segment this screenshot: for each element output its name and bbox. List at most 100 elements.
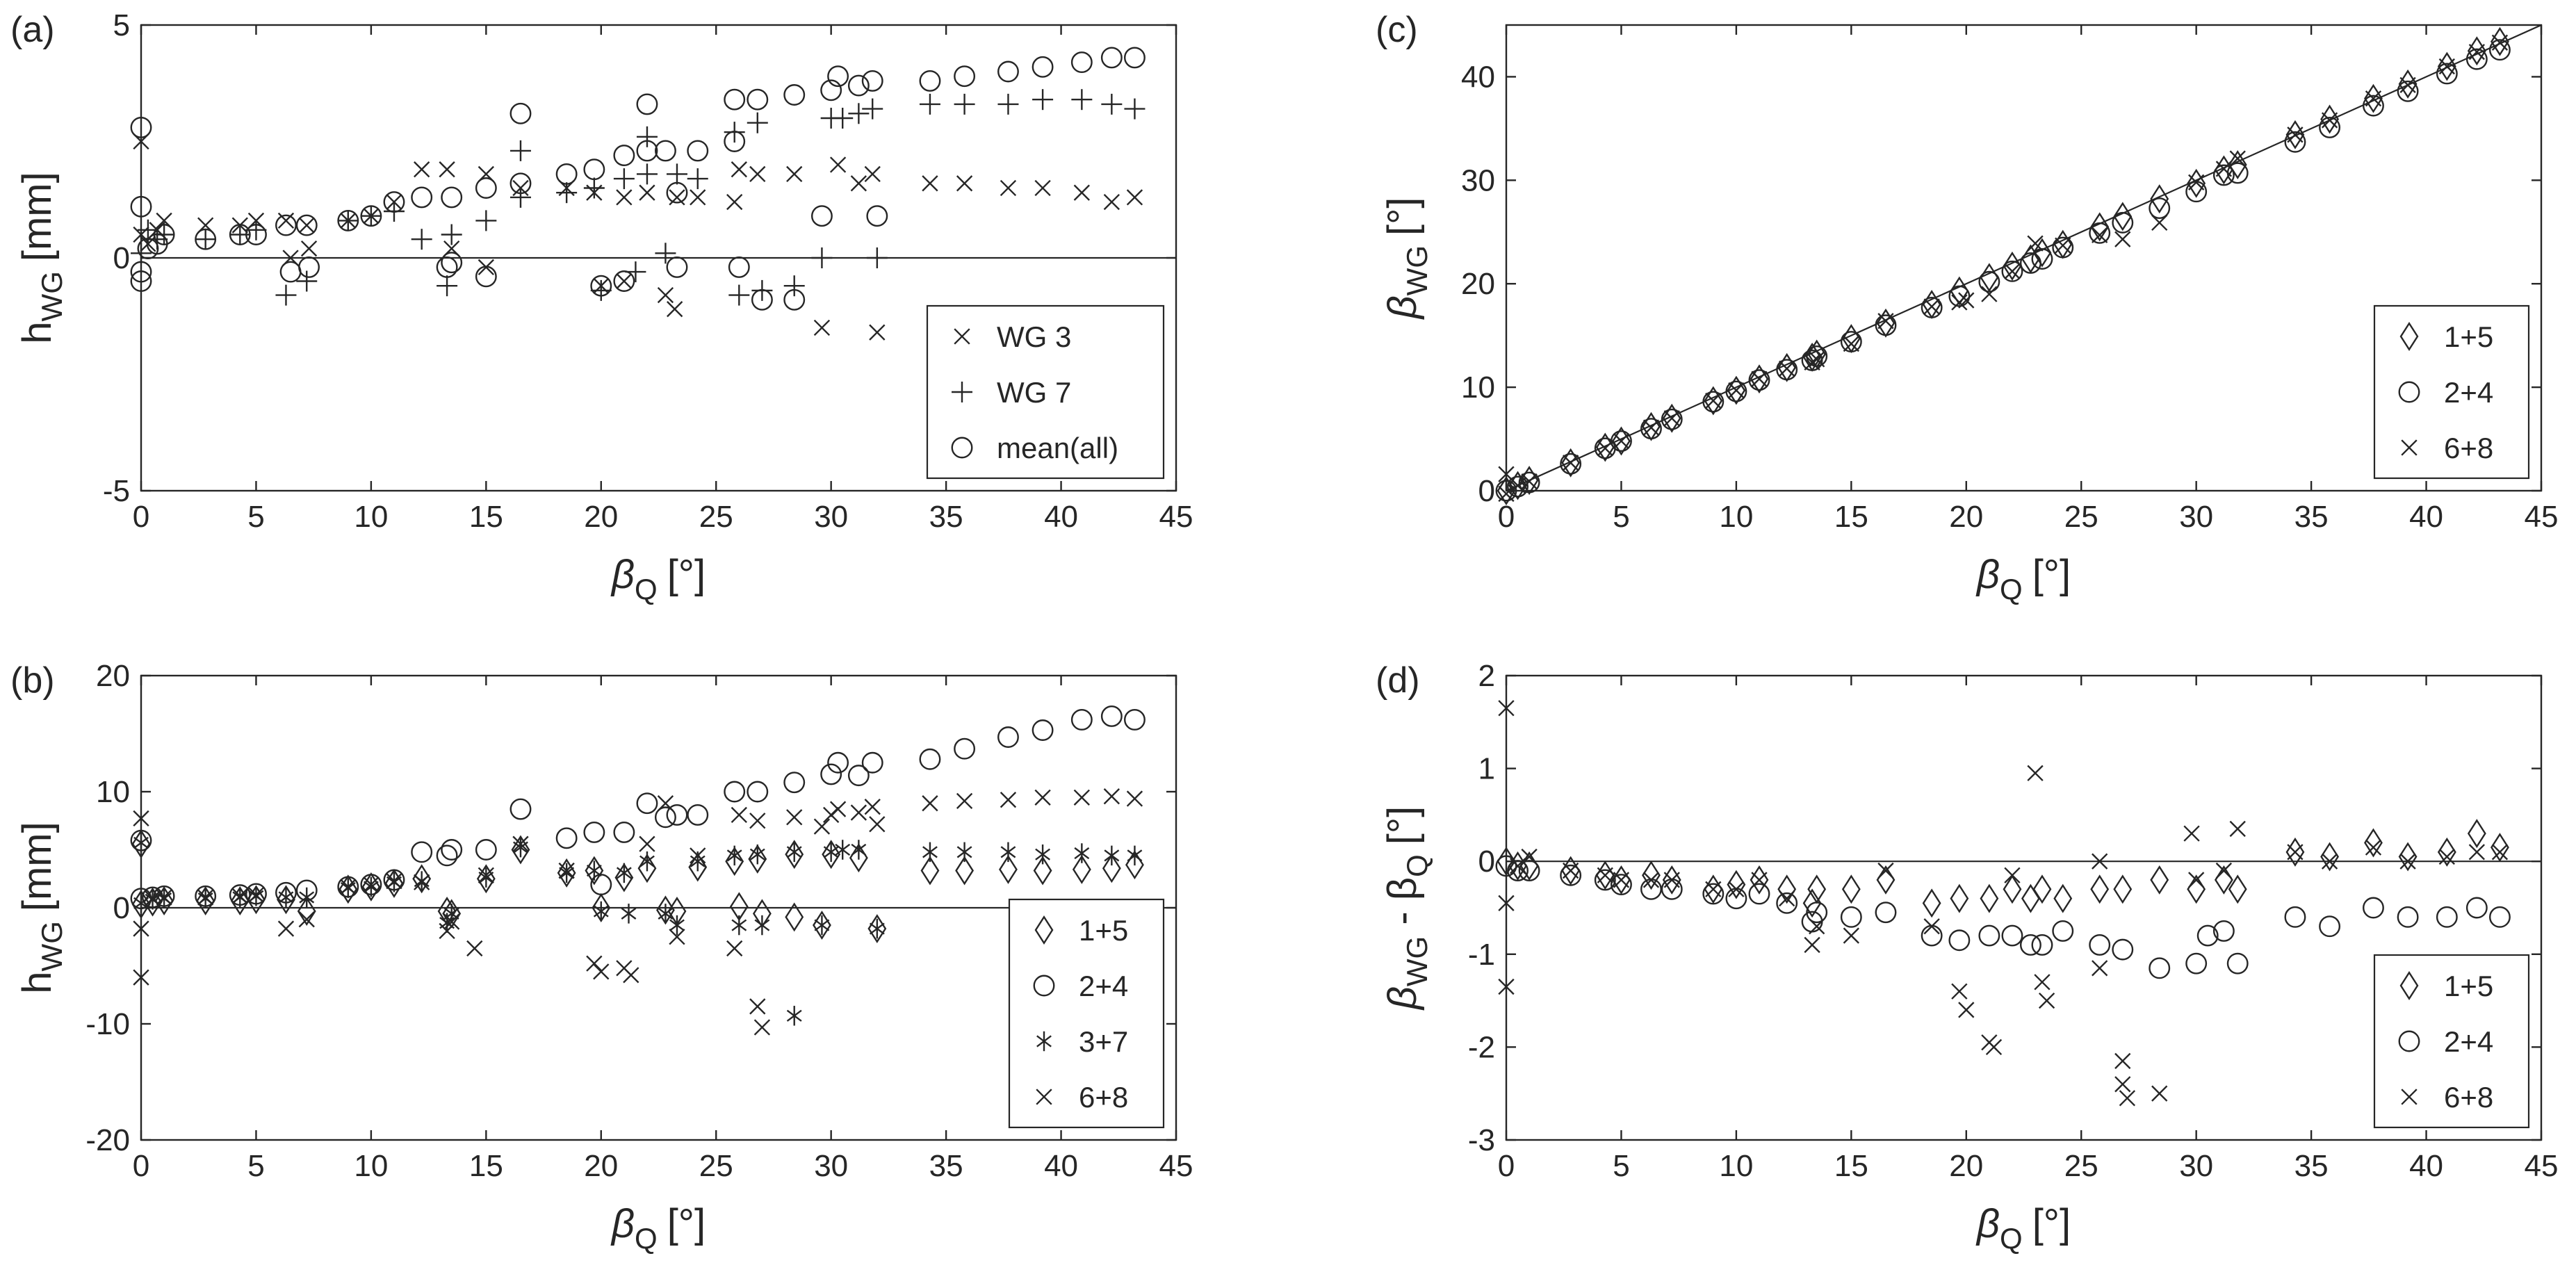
data-point-2+4 <box>2149 957 2171 979</box>
data-point-2+4 <box>1123 709 1146 731</box>
data-point-mean(all) <box>810 205 833 227</box>
data-point-6+8 <box>2092 853 2108 870</box>
data-point-6+8 <box>2215 862 2233 879</box>
data-point-6+8 <box>2321 112 2338 129</box>
series-mean(all) <box>130 47 1146 311</box>
data-point-1+5 <box>2228 874 2247 904</box>
data-point-2+4 <box>2019 252 2041 274</box>
series-2+4 <box>1495 855 2511 979</box>
data-point-6+8 <box>2321 853 2338 870</box>
data-point-2+4 <box>919 748 941 770</box>
data-point-1+5 <box>920 856 940 886</box>
data-point-6+8 <box>1843 927 1859 944</box>
data-point-WG 3 <box>956 175 973 192</box>
data-point-1+5 <box>2021 883 2040 913</box>
data-point-6+8 <box>829 801 847 817</box>
legend-marker-WG 7 <box>952 382 972 402</box>
data-point-6+8 <box>2399 76 2416 94</box>
data-point-WG 3 <box>669 189 685 206</box>
data-point-1+5 <box>1922 290 1941 319</box>
data-point-6+8 <box>2055 237 2071 254</box>
data-point-2+4 <box>1776 892 1798 914</box>
data-point-6+8 <box>1498 485 1515 503</box>
data-point-6+8 <box>133 810 149 827</box>
data-point-mean(all) <box>654 140 676 162</box>
data-point-6+8 <box>133 920 149 937</box>
data-point-6+8 <box>2491 34 2509 51</box>
data-point-WG 3 <box>1000 179 1017 197</box>
data-point-1+5 <box>725 847 744 876</box>
data-point-6+8 <box>2438 848 2455 865</box>
data-point-6+8 <box>512 835 529 852</box>
data-point-1+5 <box>2150 865 2169 895</box>
data-point-mean(all) <box>783 84 806 106</box>
legend-label: WG 7 <box>997 376 1071 409</box>
data-point-1+5 <box>1033 856 1052 886</box>
data-point-mean(all) <box>510 102 532 124</box>
data-point-1+5 <box>955 856 975 886</box>
legend-label: 2+4 <box>2444 1025 2493 1058</box>
panel-label: (b) <box>10 660 55 701</box>
data-point-WG 7 <box>556 182 578 204</box>
data-point-2+4 <box>2019 933 2041 956</box>
data-point-mean(all) <box>130 195 152 218</box>
data-point-6+8 <box>639 835 655 852</box>
legend-marker-2+4 <box>2398 1030 2420 1052</box>
data-point-mean(all) <box>1032 56 1054 78</box>
data-point-3+7 <box>513 837 528 858</box>
data-point-WG 7 <box>475 210 497 231</box>
x-tick-label: 0 <box>1498 1149 1515 1183</box>
legend-marker-6+8 <box>2401 1088 2418 1105</box>
data-point-3+7 <box>726 845 742 866</box>
data-point-mean(all) <box>298 256 320 278</box>
x-tick-label: 20 <box>1949 500 1983 534</box>
data-point-WG 3 <box>726 193 743 211</box>
data-point-1+5 <box>1102 854 1121 883</box>
data-point-2+4 <box>861 751 883 774</box>
series-1+5 <box>1497 819 2509 918</box>
legend-marker-WG 3 <box>954 328 970 345</box>
data-point-6+8 <box>1804 354 1820 371</box>
data-point-1+5 <box>1841 874 1861 904</box>
x-tick-label: 35 <box>2294 500 2329 534</box>
data-point-3+7 <box>851 840 867 860</box>
data-point-WG 7 <box>411 229 432 250</box>
data-point-WG 7 <box>441 224 462 245</box>
x-tick-label: 20 <box>584 1149 618 1183</box>
data-point-6+8 <box>726 940 743 957</box>
y-tick-label: -2 <box>1468 1030 1495 1064</box>
data-point-WG 3 <box>277 212 295 229</box>
data-point-1+5 <box>2285 837 2305 867</box>
data-point-2+4 <box>2185 181 2208 203</box>
data-point-2+4 <box>2397 906 2419 928</box>
data-point-2+4 <box>2112 938 2134 961</box>
data-point-1+5 <box>1612 426 1631 456</box>
data-point-WG 3 <box>1073 184 1090 201</box>
data-point-2+4 <box>2465 897 2488 919</box>
data-point-2+4 <box>2112 211 2134 234</box>
data-point-mean(all) <box>1070 51 1093 74</box>
x-tick-label: 40 <box>2409 500 2443 534</box>
data-point-WG 7 <box>811 247 833 268</box>
data-point-WG 7 <box>1071 89 1093 111</box>
data-point-3+7 <box>835 840 851 860</box>
data-point-6+8 <box>669 929 685 945</box>
data-point-mean(all) <box>747 88 769 111</box>
data-point-6+8 <box>1705 881 1722 897</box>
data-point-2+4 <box>1748 883 1770 905</box>
data-point-2+4 <box>1495 855 1517 877</box>
x-tick-label: 25 <box>699 500 733 534</box>
data-point-1+5 <box>2437 837 2456 867</box>
data-point-mean(all) <box>724 88 746 111</box>
data-point-WG 3 <box>657 286 674 304</box>
x-tick-label: 15 <box>469 1149 503 1183</box>
legend-label: 1+5 <box>2444 320 2493 353</box>
data-point-2+4 <box>583 821 605 843</box>
data-point-1+5 <box>2437 51 2456 81</box>
legend-label: 3+7 <box>1079 1025 1128 1058</box>
data-point-2+4 <box>2185 952 2208 975</box>
data-point-6+8 <box>749 813 766 829</box>
data-point-1+5 <box>1950 883 1969 913</box>
data-point-mean(all) <box>820 79 842 101</box>
data-point-6+8 <box>786 809 803 826</box>
